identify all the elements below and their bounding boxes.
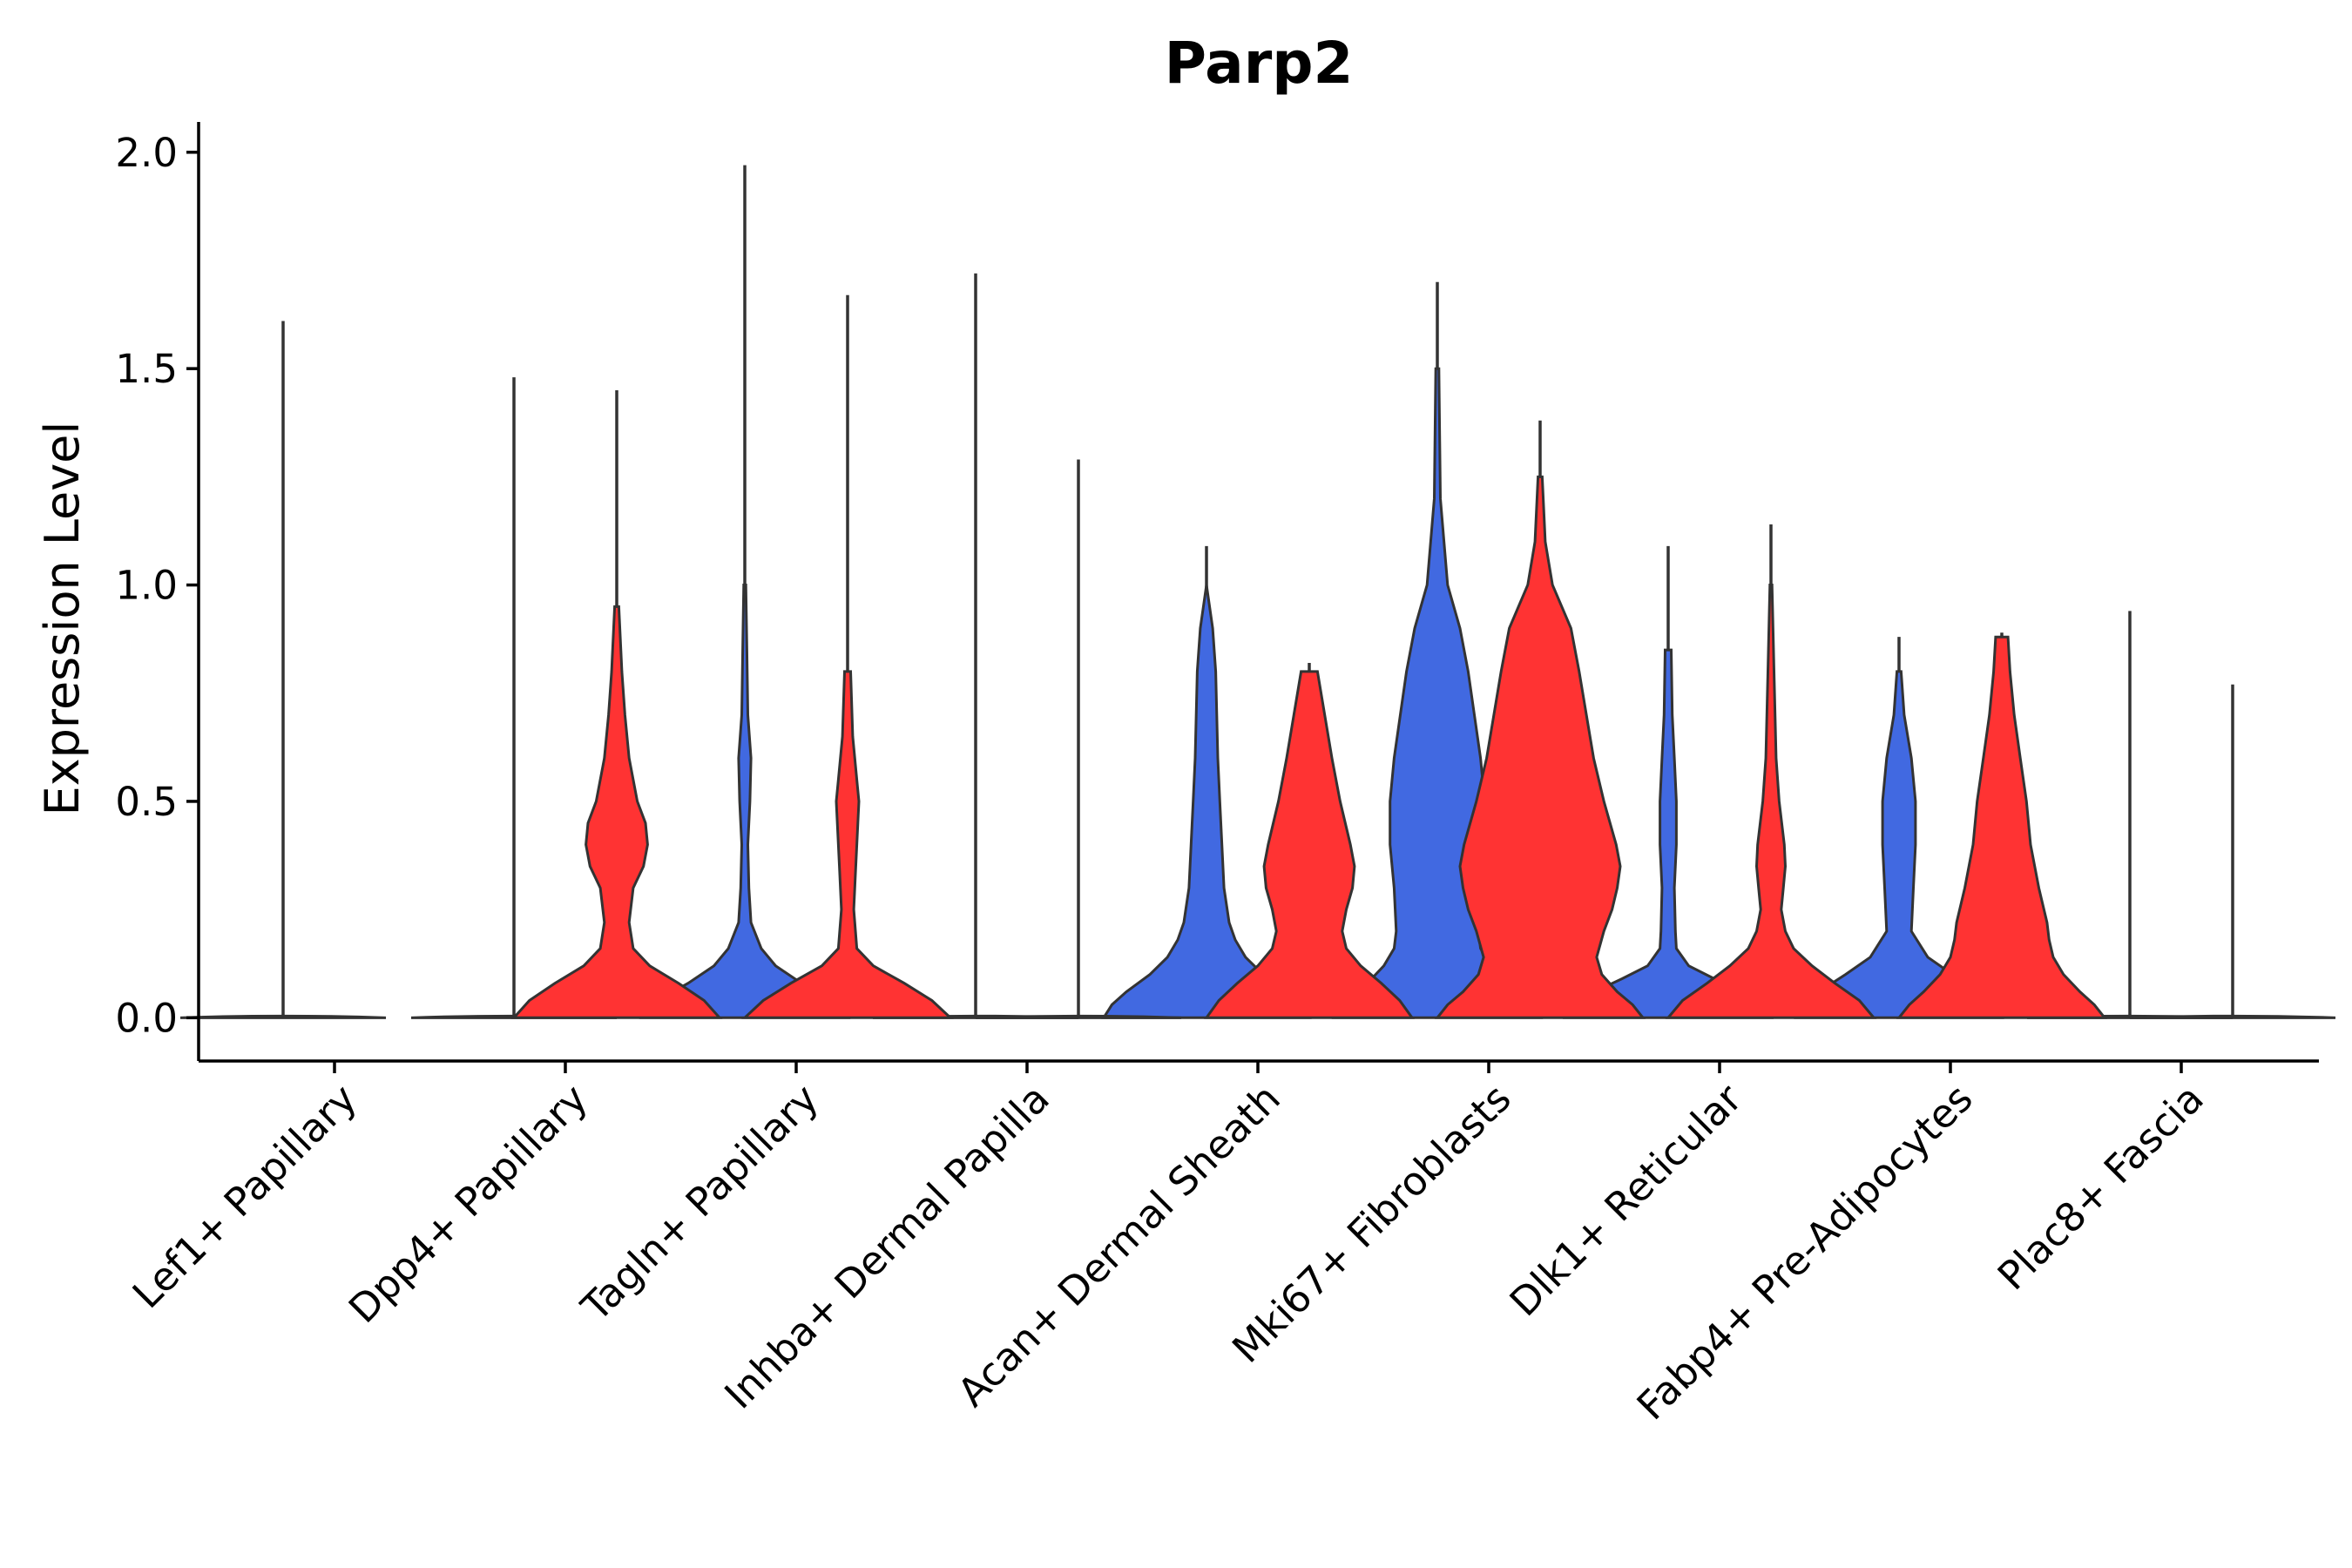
violin-body-flat [2129,1014,2336,1019]
x-tick-label: Dlk1+ Reticular [1501,1075,1751,1325]
violin-body [1101,585,1312,1019]
violin-body-flat [179,1014,387,1019]
violin-body [1896,635,2108,1019]
chart-title: Parp2 [1165,30,1354,97]
x-tick-label: Dpp4+ Papillary [340,1075,597,1332]
y-tick-label: 2.0 [115,130,178,176]
y-axis: 0.0 0.5 1.0 1.5 2.0 [115,122,200,1061]
y-tick-label: 0.5 [115,779,178,825]
violin-body [1434,475,1646,1019]
y-axis-label: Expression Level [35,422,90,816]
y-tick-label: 0.0 [115,995,178,1041]
y-tick-label: 1.0 [115,563,178,609]
violin-body [1562,648,1774,1019]
violin-body [639,584,851,1019]
violin-body [1204,670,1415,1019]
x-tick-label: Lef1+ Papillary [124,1075,366,1317]
violin-body [741,670,954,1019]
violin-body-flat [975,1014,1182,1019]
violin-body [1665,584,1877,1019]
x-tick-label: Tagln+ Papillary [572,1075,828,1330]
violin-body [510,605,723,1019]
y-tick-label: 1.5 [115,346,178,392]
x-tick-label: Plac8+ Fascia [1989,1075,2213,1299]
plot-area [179,165,2336,1019]
